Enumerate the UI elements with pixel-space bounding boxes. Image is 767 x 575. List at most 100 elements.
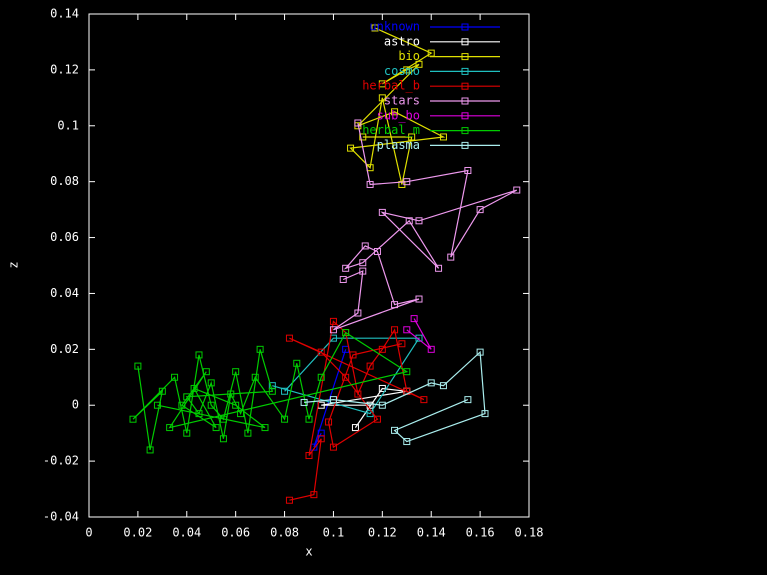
point-marker xyxy=(481,410,489,418)
point-marker xyxy=(202,368,210,376)
point-marker xyxy=(232,368,240,376)
x-tick-label: 0.14 xyxy=(417,526,446,540)
point-marker xyxy=(227,390,235,398)
point-marker xyxy=(439,382,447,390)
point-marker xyxy=(464,396,472,404)
point-marker xyxy=(158,387,166,395)
x-tick-label: 0.1 xyxy=(323,526,345,540)
point-marker xyxy=(427,379,435,387)
point-marker xyxy=(378,94,386,102)
point-marker xyxy=(415,334,423,342)
series-line xyxy=(406,318,432,350)
y-tick-label: 0.08 xyxy=(50,174,79,188)
point-marker xyxy=(305,452,313,460)
point-marker xyxy=(329,396,337,404)
point-marker xyxy=(513,186,521,194)
x-tick-label: 0.02 xyxy=(123,526,152,540)
point-marker xyxy=(285,496,293,504)
point-marker xyxy=(378,80,386,88)
plot-border xyxy=(88,13,530,518)
point-marker xyxy=(359,267,367,275)
point-marker xyxy=(415,60,423,68)
point-marker xyxy=(366,362,374,370)
point-marker xyxy=(391,326,399,334)
point-marker xyxy=(403,178,411,186)
point-marker xyxy=(232,401,240,409)
point-marker xyxy=(373,415,381,423)
x-tick-label: 0.16 xyxy=(466,526,495,540)
y-tick-label: -0.04 xyxy=(43,510,79,524)
x-axis-label: x xyxy=(305,545,312,559)
point-marker xyxy=(251,373,259,381)
point-marker xyxy=(195,410,203,418)
point-marker xyxy=(410,315,418,323)
point-marker xyxy=(190,384,198,392)
legend-marker xyxy=(461,82,469,90)
series-line xyxy=(349,27,446,185)
legend-label: herbal_b xyxy=(362,79,420,93)
x-tick-label: 0 xyxy=(85,526,92,540)
series-line xyxy=(132,331,409,451)
point-marker xyxy=(339,275,347,283)
point-marker xyxy=(305,415,313,423)
point-marker xyxy=(378,401,386,409)
y-axis-label: z xyxy=(7,261,21,268)
point-marker xyxy=(435,264,443,272)
y-tick-label: 0.02 xyxy=(50,342,79,356)
point-marker xyxy=(427,345,435,353)
point-marker xyxy=(183,393,191,401)
legend-marker xyxy=(461,67,469,75)
point-marker xyxy=(329,443,337,451)
point-marker xyxy=(378,384,386,392)
point-marker xyxy=(391,426,399,434)
point-marker xyxy=(300,398,308,406)
legend-marker xyxy=(461,38,469,46)
point-marker xyxy=(347,144,355,152)
legend-marker xyxy=(461,112,469,120)
point-marker xyxy=(403,66,411,74)
point-marker xyxy=(219,435,227,443)
point-marker xyxy=(361,242,369,250)
y-tick-label: 0 xyxy=(72,398,79,412)
point-marker xyxy=(146,446,154,454)
y-tick-label: 0.12 xyxy=(50,62,79,76)
x-tick-label: 0.12 xyxy=(368,526,397,540)
legend-label: bio xyxy=(398,49,420,63)
point-marker xyxy=(207,379,215,387)
point-marker xyxy=(359,259,367,267)
point-marker xyxy=(351,424,359,432)
y-tick-label: 0.1 xyxy=(57,118,79,132)
series-line xyxy=(333,122,518,331)
point-marker xyxy=(219,415,227,423)
point-marker xyxy=(171,373,179,381)
legend-marker xyxy=(461,23,469,31)
point-marker xyxy=(317,373,325,381)
point-marker xyxy=(405,217,413,225)
legend-label: plasma xyxy=(377,138,420,152)
point-marker xyxy=(285,334,293,342)
point-marker xyxy=(268,387,276,395)
legend-marker xyxy=(461,141,469,149)
point-marker xyxy=(349,351,357,359)
point-marker xyxy=(329,317,337,325)
point-marker xyxy=(178,401,186,409)
point-marker xyxy=(166,424,174,432)
point-marker xyxy=(403,438,411,446)
legend-label: unknown xyxy=(369,20,420,34)
point-marker xyxy=(281,415,289,423)
point-marker xyxy=(378,345,386,353)
point-marker xyxy=(310,491,318,499)
point-marker xyxy=(325,418,333,426)
point-marker xyxy=(342,264,350,272)
legend-label: astro xyxy=(384,34,420,48)
point-marker xyxy=(317,435,325,443)
point-marker xyxy=(391,108,399,116)
point-marker xyxy=(134,362,142,370)
point-marker xyxy=(354,119,362,127)
legend-marker xyxy=(461,127,469,135)
point-marker xyxy=(183,429,191,437)
point-marker xyxy=(354,390,362,398)
x-tick-label: 0.06 xyxy=(221,526,250,540)
